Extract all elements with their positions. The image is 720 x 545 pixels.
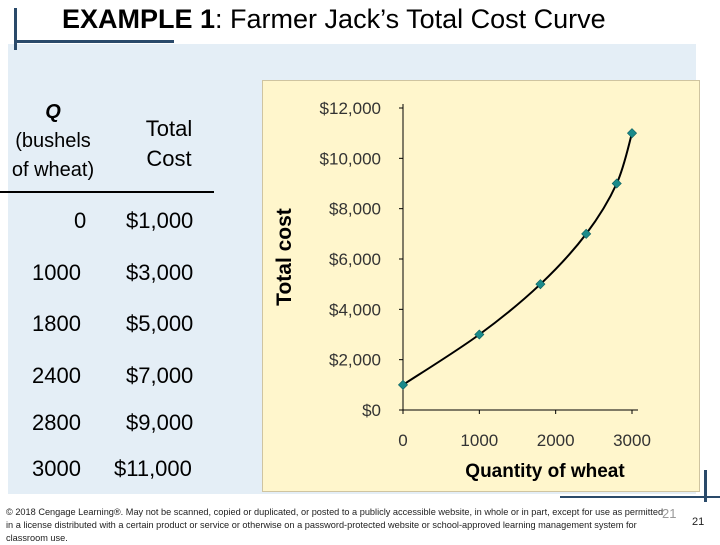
table-header-total-cost-line1: Total [145,116,193,141]
data-point-marker [581,228,592,239]
corner-accent-vertical-bottom [704,470,707,502]
table-cell-q-5: 3000 [32,456,81,481]
data-point-marker [626,128,638,139]
y-tick-label: $6,000 [329,250,381,269]
slide-title-rest: : Farmer Jack’s Total Cost Curve [215,4,606,34]
table-cell-tc-2: $5,000 [126,311,194,336]
corner-accent-vertical [14,8,17,50]
slide-number-faint: 21 [662,506,677,521]
corner-accent-horizontal-bottom [560,496,720,498]
table-cell-q-1: 1000 [32,260,81,285]
x-tick-marks [402,410,633,414]
y-tick-label: $4,000 [329,300,381,319]
y-tick-label: $2,000 [329,351,381,370]
table-cell-tc-5: $11,000 [114,456,192,481]
table-header-quantity-line3: of wheat) [11,159,95,181]
total-cost-series-line [402,132,633,386]
table-cell-q-0: 0 [74,208,87,233]
table-header-total-cost-line2: Cost [146,146,192,171]
x-tick-label: 2000 [537,431,575,450]
y-tick-marks [399,107,403,411]
table-cell-q-2: 1800 [32,311,81,336]
data-points [397,128,638,390]
table-header-rule [0,191,214,193]
table-cell-tc-4: $9,000 [126,410,194,435]
table-header-total-cost: Total Cost [114,114,224,174]
y-axis-label: Total cost [273,208,296,306]
data-point-marker [535,279,546,290]
table-cell-tc-0: $1,000 [126,208,194,233]
table-header-quantity-symbol: Q [45,101,61,123]
y-tick-label: $8,000 [329,200,381,219]
x-tick-label: 0 [398,431,407,450]
table-header-quantity: Q (bushels of wheat) [0,98,106,185]
copyright-footer: © 2018 Cengage Learning®. May not be sca… [6,507,664,543]
y-tick-label: $0 [362,401,381,420]
table-header-quantity-line2: (bushels [15,130,91,152]
table-cell-q-3: 2400 [32,363,81,388]
y-tick-labels: $0 $2,000 $4,000 $6,000 $8,000 $10,000 $12,000 [320,99,381,420]
data-point-marker [474,329,485,340]
slide-title-lead: EXAMPLE 1 [62,4,216,34]
corner-accent-horizontal [14,40,174,43]
data-point-marker [611,178,622,189]
slide-title: EXAMPLE 1: Farmer Jack’s Total Cost Curv… [62,4,606,35]
x-tick-label: 1000 [460,431,498,450]
table-cell-tc-1: $3,000 [126,260,194,285]
y-tick-label: $12,000 [320,99,381,118]
y-tick-label: $10,000 [320,149,381,168]
slide-number: 21 [692,516,705,528]
table-cell-tc-3: $7,000 [126,363,194,388]
x-axis-label: Quantity of wheat [465,461,625,482]
data-point-marker [397,379,409,390]
x-tick-label: 3000 [613,431,651,450]
x-tick-labels: 0 1000 2000 3000 [398,431,651,450]
table-cell-q-4: 2800 [32,410,81,435]
